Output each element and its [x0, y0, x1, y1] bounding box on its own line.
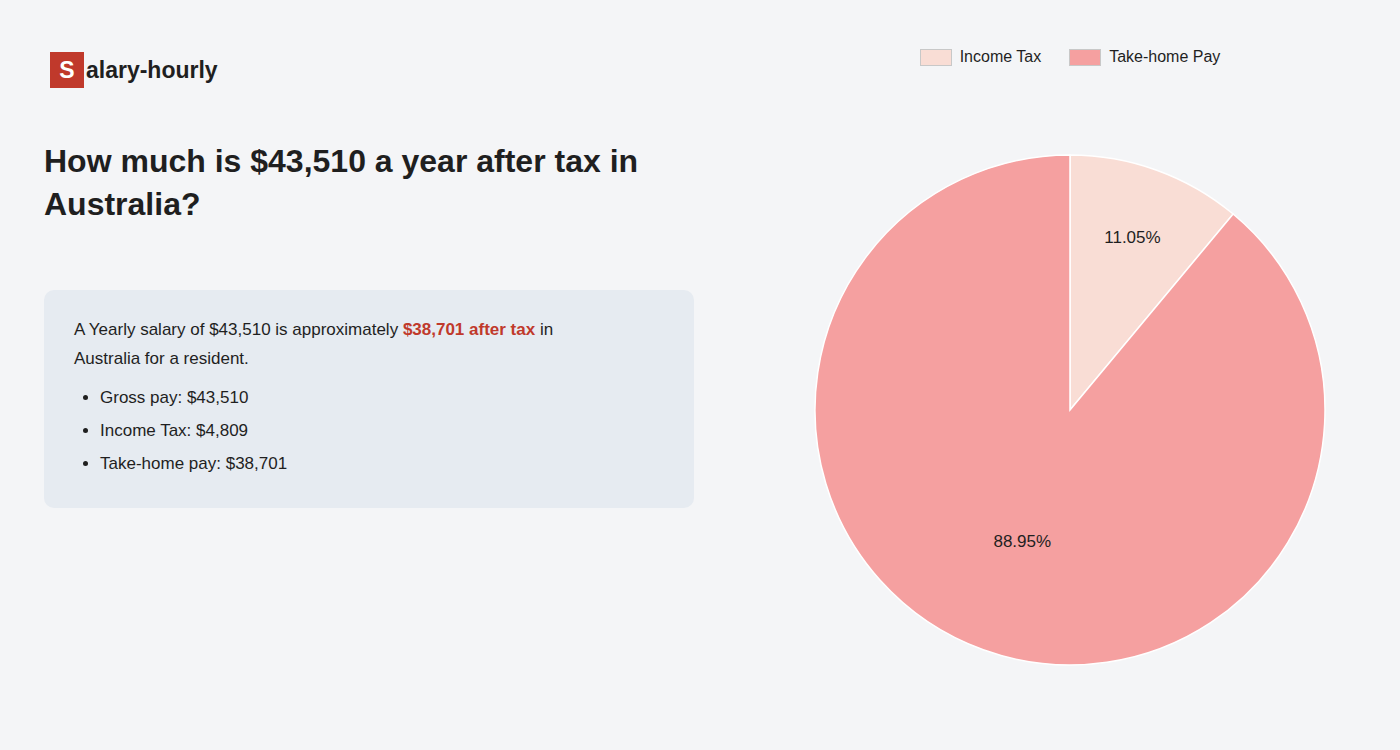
- logo-text: alary-hourly: [86, 57, 218, 84]
- title: How much is $43,510 a year after tax in …: [44, 140, 714, 226]
- info-highlight: $38,701 after tax: [403, 320, 535, 339]
- bullet-list: Gross pay: $43,510 Income Tax: $4,809 Take…: [74, 384, 664, 479]
- legend-swatch: [920, 49, 952, 66]
- data-labels: 11.05% 88.95%: [993, 228, 1160, 552]
- info-text-part: Australia for a resident.: [74, 349, 249, 368]
- info-text-part: in: [540, 320, 553, 339]
- pie-chart: 11.05% 88.95%: [740, 0, 1400, 750]
- text-panel: Salary-hourly How much is $43,510 a year …: [0, 0, 740, 750]
- legend-label: Income Tax: [960, 48, 1042, 66]
- legend-item: Take-home Pay: [1069, 48, 1220, 66]
- data-label: 88.95%: [993, 532, 1051, 551]
- pie-slice: [815, 155, 1325, 665]
- bullet-item: Take-home pay: $38,701: [100, 450, 664, 479]
- data-label: 11.05%: [1104, 228, 1160, 247]
- logo-letter: S: [50, 52, 84, 88]
- info-text: A Yearly salary of $43,510 is approximat…: [74, 316, 664, 374]
- bullet-item: Gross pay: $43,510: [100, 384, 664, 413]
- info-box: A Yearly salary of $43,510 is approximat…: [44, 290, 694, 508]
- logo: Salary-hourly: [50, 52, 218, 88]
- info-text-part: A Yearly salary of $43,510 is approximat…: [74, 320, 398, 339]
- bullet-item: Income Tax: $4,809: [100, 417, 664, 446]
- legend: Income Tax Take-home Pay: [740, 48, 1400, 66]
- slices: [815, 155, 1325, 665]
- legend-swatch: [1069, 49, 1101, 66]
- legend-label: Take-home Pay: [1109, 48, 1220, 66]
- legend-item: Income Tax: [920, 48, 1042, 66]
